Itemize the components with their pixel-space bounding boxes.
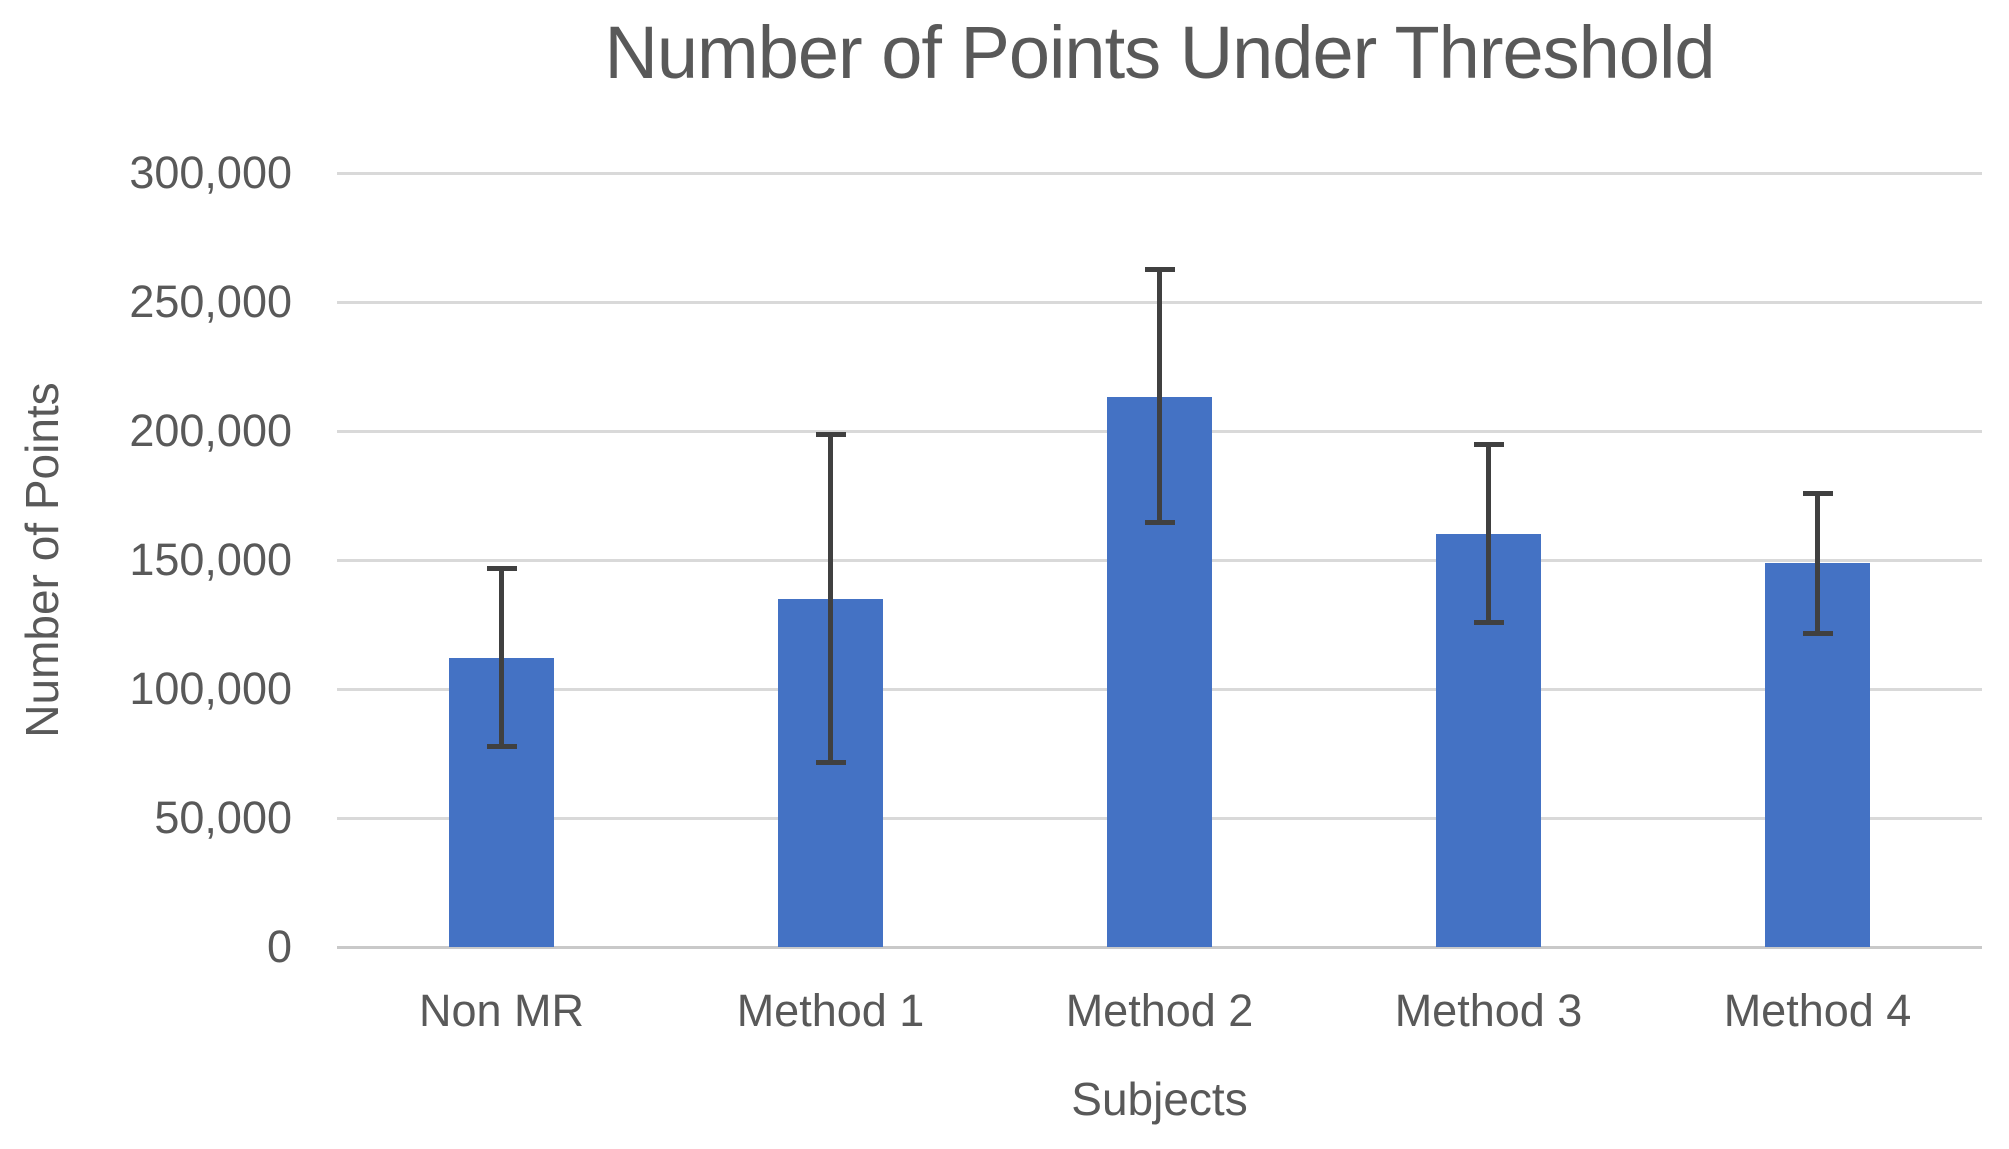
error-bar-cap-bottom-method-3 <box>1473 620 1504 626</box>
x-category-labels: Non MR Method 1 Method 2 Method 3 Method 4 <box>337 985 1982 1037</box>
error-bar-method-2 <box>1157 268 1162 522</box>
y-tick-label-0: 0 <box>266 921 292 972</box>
y-tick-label-150000: 150,000 <box>129 534 292 585</box>
error-bar-cap-top-non-mr <box>486 566 517 572</box>
y-tick-label-300000: 300,000 <box>129 147 292 198</box>
x-category-label-method-1: Method 1 <box>736 985 925 1036</box>
y-tick-label-250000: 250,000 <box>129 276 292 327</box>
error-bar-cap-top-method-3 <box>1473 442 1504 448</box>
error-bar-method-3 <box>1486 443 1491 622</box>
error-bar-cap-top-method-2 <box>1144 266 1175 272</box>
error-bar-cap-bottom-method-4 <box>1802 630 1833 636</box>
error-bar-cap-bottom-method-1 <box>815 759 846 765</box>
x-axis-title: Subjects <box>1071 1073 1248 1125</box>
y-tick-labels: 0 50,000 100,000 150,000 200,000 250,000 300,0… <box>0 0 292 1149</box>
x-axis-line <box>337 946 1982 949</box>
error-bar-method-1 <box>828 433 833 762</box>
y-tick-label-200000: 200,000 <box>129 405 292 456</box>
error-bar-cap-top-method-4 <box>1802 491 1833 497</box>
x-category-label-method-2: Method 2 <box>1065 985 1254 1036</box>
error-bar-non-mr <box>499 567 504 746</box>
error-bar-cap-top-method-1 <box>815 432 846 438</box>
plot-area <box>337 172 1982 949</box>
x-category-label-method-3: Method 3 <box>1394 985 1583 1036</box>
chart-title: Number of Points Under Threshold <box>604 11 1715 94</box>
error-bar-method-4 <box>1815 492 1820 633</box>
error-bar-cap-bottom-method-2 <box>1144 519 1175 525</box>
gridline-300000 <box>337 172 1982 175</box>
y-tick-label-100000: 100,000 <box>129 663 292 714</box>
y-tick-label-50000: 50,000 <box>154 792 292 843</box>
error-bar-cap-bottom-non-mr <box>486 744 517 750</box>
x-category-label-method-4: Method 4 <box>1723 985 1912 1036</box>
x-category-label-non-mr: Non MR <box>418 985 585 1036</box>
